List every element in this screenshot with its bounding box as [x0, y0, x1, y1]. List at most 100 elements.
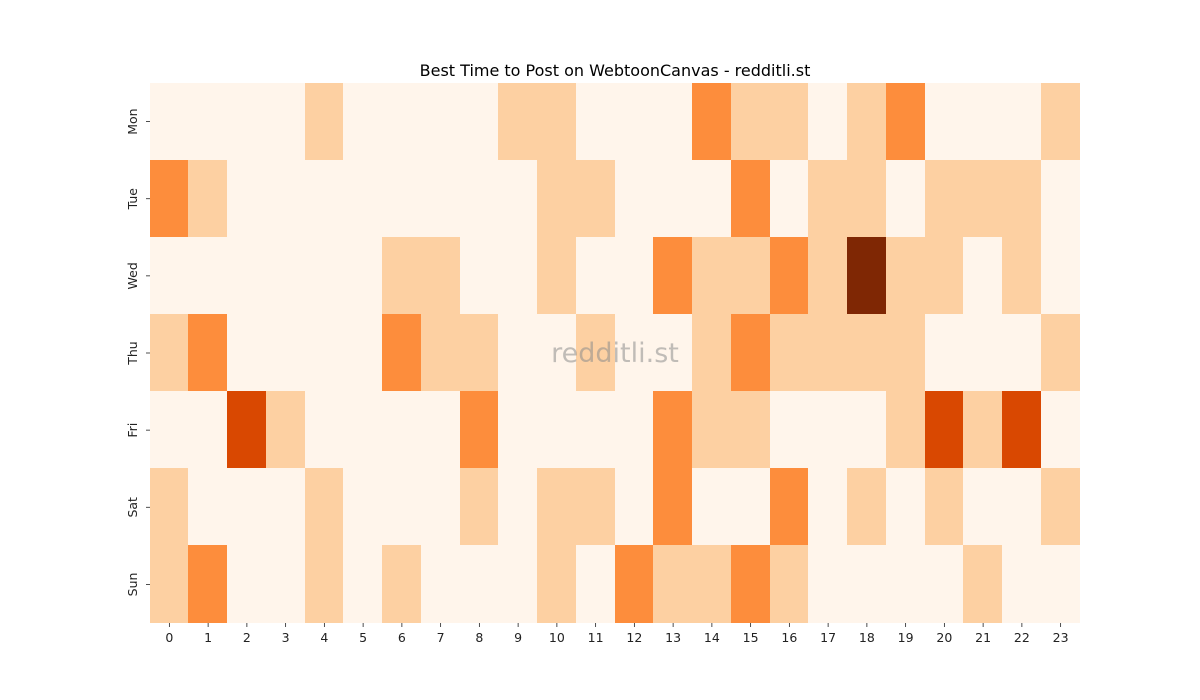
heatmap-cell-sat-23: [1041, 468, 1080, 546]
heatmap-cell-sun-16: [770, 545, 809, 623]
heatmap-cell-tue-17: [808, 160, 848, 238]
heatmap-cell-sat-19: [886, 468, 925, 546]
heatmap-cell-mon-15: [731, 83, 770, 161]
heatmap-cell-tue-20: [925, 160, 964, 238]
heatmap-cell-sat-11: [576, 468, 615, 546]
heatmap-cell-thu-5: [343, 314, 383, 392]
heatmap-cell-thu-15: [731, 314, 770, 392]
heatmap-cell-thu-3: [266, 314, 305, 392]
heatmap-cell-tue-11: [576, 160, 615, 238]
heatmap-cell-tue-18: [847, 160, 887, 238]
heatmap-cell-wed-6: [382, 237, 422, 315]
heatmap-cell-mon-5: [343, 83, 383, 161]
x-tick-label: 21: [975, 630, 991, 645]
heatmap-cell-wed-17: [808, 237, 848, 315]
heatmap-cell-thu-7: [421, 314, 460, 392]
heatmap-cell-sat-0: [150, 468, 189, 546]
x-tick-label: 0: [165, 630, 173, 645]
heatmap-cell-tue-8: [460, 160, 499, 238]
x-tick-label: 3: [282, 630, 290, 645]
heatmap-cell-thu-2: [227, 314, 267, 392]
heatmap-cell-tue-14: [692, 160, 732, 238]
heatmap-cell-fri-22: [1002, 391, 1042, 469]
heatmap-cell-wed-13: [653, 237, 693, 315]
heatmap-cell-mon-7: [421, 83, 460, 161]
heatmap-cell-sat-2: [227, 468, 267, 546]
heatmap-cell-sat-7: [421, 468, 460, 546]
heatmap-cell-fri-4: [305, 391, 344, 469]
heatmap-cell-tue-9: [498, 160, 538, 238]
heatmap-cell-fri-14: [692, 391, 732, 469]
heatmap-cell-sat-22: [1002, 468, 1042, 546]
heatmap-cell-fri-5: [343, 391, 383, 469]
x-tick-label: 23: [1053, 630, 1069, 645]
heatmap-cell-wed-12: [615, 237, 654, 315]
heatmap-cell-fri-2: [227, 391, 267, 469]
heatmap-cell-tue-6: [382, 160, 422, 238]
x-tick-label: 2: [243, 630, 251, 645]
heatmap-cell-wed-23: [1041, 237, 1080, 315]
heatmap-cell-mon-12: [615, 83, 654, 161]
heatmap-cell-sat-9: [498, 468, 538, 546]
heatmap-cell-sun-1: [188, 545, 228, 623]
heatmap-cell-fri-17: [808, 391, 848, 469]
heatmap-cell-sun-6: [382, 545, 422, 623]
heatmap-cell-mon-8: [460, 83, 499, 161]
heatmap-cell-wed-10: [537, 237, 577, 315]
heatmap-cell-thu-4: [305, 314, 344, 392]
y-tick-label: Thu: [125, 341, 140, 365]
heatmap-cell-wed-3: [266, 237, 305, 315]
heatmap-cell-thu-11: [576, 314, 615, 392]
heatmap-cell-sun-17: [808, 545, 848, 623]
heatmap-cell-sat-15: [731, 468, 770, 546]
x-tick-label: 9: [514, 630, 522, 645]
heatmap-cell-sun-21: [963, 545, 1003, 623]
heatmap-cell-wed-22: [1002, 237, 1042, 315]
heatmap-cell-wed-19: [886, 237, 925, 315]
heatmap-cell-sun-22: [1002, 545, 1042, 623]
heatmap-cell-tue-0: [150, 160, 189, 238]
x-tick-label: 12: [626, 630, 642, 645]
heatmap-cell-wed-16: [770, 237, 809, 315]
heatmap-cell-fri-23: [1041, 391, 1080, 469]
heatmap-cell-mon-10: [537, 83, 577, 161]
y-axis-ticks: Mon Tue Wed Thu Fri Sat Sun: [125, 108, 150, 596]
heatmap-cell-wed-2: [227, 237, 267, 315]
x-tick-label: 1: [204, 630, 212, 645]
heatmap-cell-mon-13: [653, 83, 693, 161]
heatmap-cell-fri-12: [615, 391, 654, 469]
heatmap-cell-wed-15: [731, 237, 770, 315]
heatmap-cell-thu-22: [1002, 314, 1042, 392]
y-tick-label: Fri: [125, 423, 140, 438]
x-tick-label: 10: [549, 630, 565, 645]
heatmap-cell-sat-18: [847, 468, 887, 546]
heatmap-cell-mon-14: [692, 83, 732, 161]
heatmap-cell-tue-3: [266, 160, 305, 238]
heatmap-cell-wed-9: [498, 237, 538, 315]
heatmap-cell-fri-16: [770, 391, 809, 469]
heatmap-cell-tue-12: [615, 160, 654, 238]
heatmap-cell-thu-17: [808, 314, 848, 392]
heatmap-cell-fri-20: [925, 391, 964, 469]
heatmap-cell-mon-19: [886, 83, 925, 161]
heatmap-cell-tue-1: [188, 160, 228, 238]
heatmap-cell-fri-7: [421, 391, 460, 469]
x-tick-label: 11: [588, 630, 604, 645]
heatmap-cell-thu-1: [188, 314, 228, 392]
y-tick-label: Wed: [125, 262, 140, 289]
heatmap-cell-wed-18: [847, 237, 887, 315]
heatmap-cell-sun-5: [343, 545, 383, 623]
heatmap-cell-sun-0: [150, 545, 189, 623]
heatmap-cell-tue-19: [886, 160, 925, 238]
heatmap-cell-sun-7: [421, 545, 460, 623]
x-tick-label: 19: [898, 630, 914, 645]
heatmap-cells: [150, 83, 1080, 623]
heatmap-cell-mon-9: [498, 83, 538, 161]
x-tick-label: 14: [704, 630, 720, 645]
y-tick-label: Mon: [125, 108, 140, 134]
heatmap-cell-thu-0: [150, 314, 189, 392]
heatmap-cell-thu-14: [692, 314, 732, 392]
x-axis-ticks: 0 1 2 3 4 5 6 7 8 9 10 11 12 13 14 15 16 17 18 19 20 21 22 23: [165, 623, 1069, 645]
heatmap-cell-tue-22: [1002, 160, 1042, 238]
y-tick-label: Tue: [125, 188, 140, 211]
